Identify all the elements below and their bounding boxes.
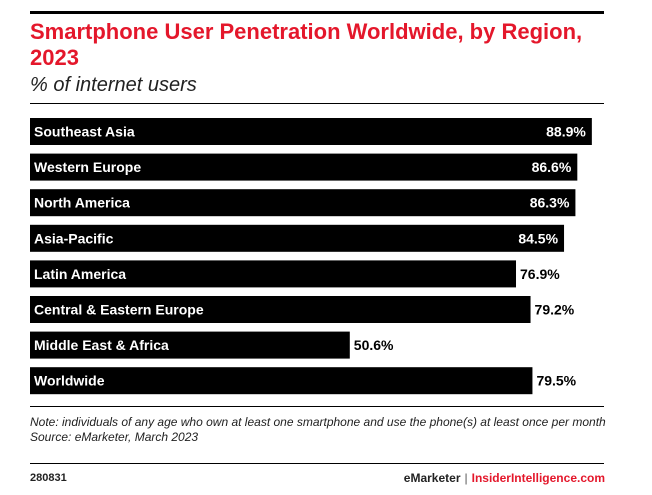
header-rule [30,103,604,104]
footer-rule [30,406,604,407]
category-label-6: Middle East & Africa [34,337,169,353]
chart-subtitle: % of internet users [30,74,197,96]
bar-3 [30,224,565,252]
bar-7 [30,367,533,395]
brand-primary: eMarketer [403,471,461,485]
source-text: Source: eMarketer, March 2023 [30,429,199,444]
bar-0 [30,118,592,145]
note-text: Note: individuals of any age who own at … [30,415,606,429]
value-label-3: 84.5% [518,230,558,246]
brand-secondary: InsiderIntelligence.com [471,471,605,485]
category-label-7: Worldwide [34,373,105,389]
value-label-5: 79.2% [535,302,575,318]
brand-credit: eMarketer | InsiderIntelligence.com [404,471,605,485]
category-label-1: Western Europe [34,159,141,175]
chart-id: 280831 [30,472,67,484]
value-label-2: 86.3% [530,195,570,211]
bar-2 [30,189,576,217]
category-label-4: Latin America [34,266,126,282]
category-label-3: Asia-Pacific [34,230,114,246]
value-label-4: 76.9% [520,266,560,282]
bottom-rule [30,463,604,464]
category-label-5: Central & Eastern Europe [34,302,204,318]
category-label-0: Southeast Asia [34,124,135,140]
top-rule [30,11,604,14]
bar-4 [30,260,517,288]
value-label-0: 88.9% [546,124,586,140]
bar-6 [30,331,350,359]
value-label-6: 50.6% [354,337,394,353]
value-label-1: 86.6% [532,159,572,175]
chart-title: Smartphone User Penetration Worldwide, b… [30,19,583,70]
brand-separator: | [464,471,468,485]
value-label-7: 79.5% [536,373,576,389]
category-label-2: North America [34,195,130,211]
footnote: Note: individuals of any age who own at … [30,415,610,444]
bar-1 [30,153,578,181]
bar-5 [30,296,531,323]
